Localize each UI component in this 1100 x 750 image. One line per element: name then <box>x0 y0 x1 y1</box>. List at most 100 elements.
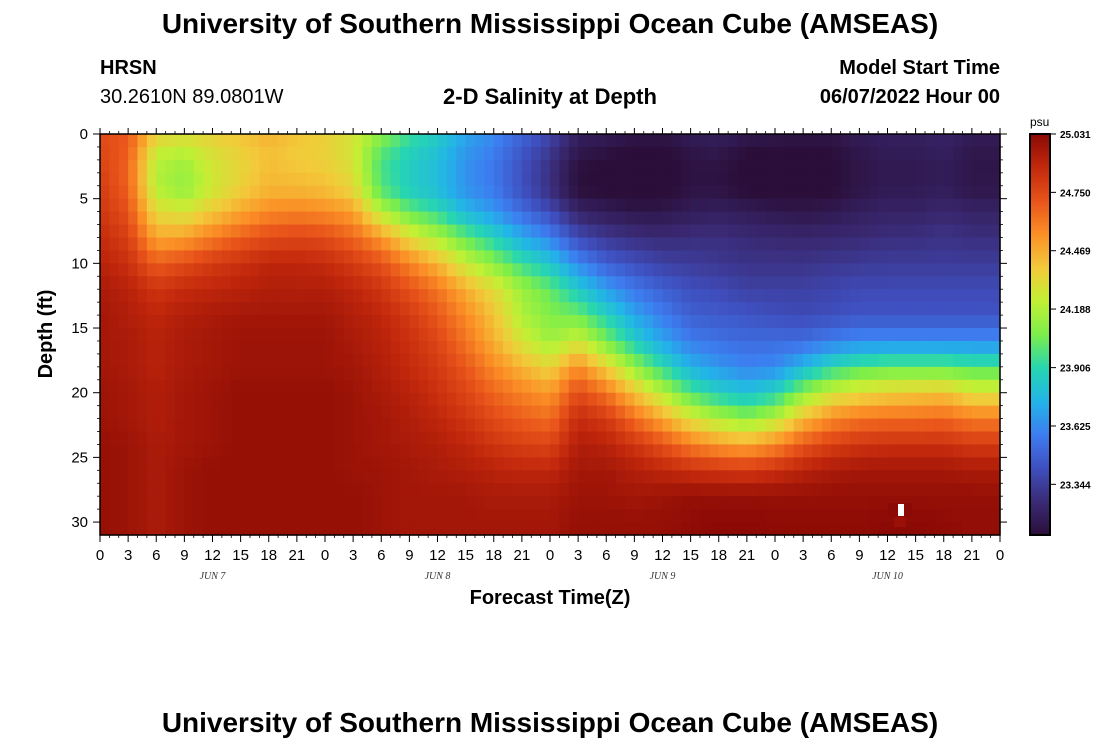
heatmap-cell <box>559 340 570 355</box>
heatmap-cell <box>175 496 185 510</box>
heatmap-cell <box>578 289 589 303</box>
heatmap-cell <box>371 302 382 316</box>
heatmap-cell <box>521 496 532 510</box>
heatmap-cell <box>915 470 926 484</box>
heatmap-cell <box>906 185 917 200</box>
heatmap-cell <box>306 134 317 148</box>
heatmap-cell <box>175 172 185 187</box>
heatmap-cell <box>212 172 223 187</box>
heatmap-cell <box>343 328 354 342</box>
heatmap-cell <box>596 134 607 148</box>
heatmap-cell <box>437 250 448 264</box>
heatmap-cell <box>578 470 589 484</box>
heatmap-cell <box>550 444 560 458</box>
heatmap-cell <box>868 353 879 368</box>
heatmap-cell <box>484 276 495 290</box>
x-tick-label: 12 <box>654 547 671 564</box>
heatmap-cell <box>643 185 654 200</box>
heatmap-cell <box>821 483 832 497</box>
heatmap-cell <box>418 172 429 187</box>
heatmap-cell <box>746 392 757 407</box>
heatmap-cell <box>193 315 204 329</box>
heatmap-cell <box>690 431 701 446</box>
heatmap-cell <box>671 172 682 187</box>
heatmap-cell <box>559 470 570 484</box>
heatmap-cell <box>737 405 748 420</box>
heatmap-cell <box>250 224 260 239</box>
heatmap-cell <box>296 250 307 264</box>
heatmap-cell <box>146 198 157 213</box>
heatmap-cell <box>446 509 457 523</box>
heatmap-cell <box>596 483 607 497</box>
heatmap-cell <box>850 340 860 355</box>
heatmap-cell <box>812 522 823 536</box>
y-axis-title: Depth (ft) <box>35 290 57 379</box>
heatmap-cell <box>250 431 260 446</box>
heatmap-cell <box>193 250 204 264</box>
heatmap-cell <box>765 224 776 239</box>
heatmap-cell <box>409 457 420 471</box>
heatmap-cell <box>981 146 992 161</box>
heatmap-cell <box>221 237 232 252</box>
heatmap-cell <box>681 353 692 368</box>
heatmap-cell <box>118 185 129 200</box>
heatmap-cell <box>250 250 260 264</box>
heatmap-cell <box>803 483 814 497</box>
heatmap-cell <box>371 276 382 290</box>
heatmap-cell <box>315 353 326 368</box>
heatmap-cell <box>156 457 167 471</box>
heatmap-cell <box>381 302 392 316</box>
heatmap-cell <box>915 198 926 213</box>
heatmap-cell <box>353 211 364 226</box>
heatmap-cell <box>428 457 439 471</box>
heatmap-cell <box>925 146 935 161</box>
heatmap-cell <box>428 405 439 420</box>
x-tick-label: 0 <box>546 547 554 564</box>
heatmap-cell <box>625 431 635 446</box>
heatmap-cell <box>850 328 860 342</box>
heatmap-cell <box>175 483 185 497</box>
heatmap-cell <box>943 159 954 174</box>
heatmap-cell <box>531 405 542 420</box>
heatmap-cell <box>400 159 410 174</box>
heatmap-cell <box>850 198 860 213</box>
heatmap-cell <box>203 250 214 264</box>
heatmap-cell <box>568 366 579 381</box>
heatmap-cell <box>784 457 795 471</box>
heatmap-cell <box>821 302 832 316</box>
heatmap-cell <box>737 302 748 316</box>
heatmap-cell <box>821 198 832 213</box>
heatmap-cell <box>578 146 589 161</box>
heatmap-cell <box>540 328 551 342</box>
heatmap-cell <box>175 159 185 174</box>
heatmap-cell <box>662 444 673 458</box>
heatmap-cell <box>165 134 176 148</box>
heatmap-cell <box>231 159 242 174</box>
heatmap-cell <box>465 405 476 420</box>
heatmap-cell <box>512 457 523 471</box>
date-label: JUN 7 <box>200 571 227 582</box>
heatmap-cell <box>315 237 326 252</box>
heatmap-cell <box>400 224 410 239</box>
heatmap-cell <box>671 353 682 368</box>
heatmap-cell <box>840 237 851 252</box>
heatmap-cell <box>578 211 589 226</box>
heatmap-cell <box>465 509 476 523</box>
heatmap-cell <box>315 185 326 200</box>
heatmap-cell <box>381 134 392 148</box>
heatmap-cell <box>662 159 673 174</box>
heatmap-cell <box>803 328 814 342</box>
heatmap-cell <box>793 185 804 200</box>
heatmap-cell <box>981 172 992 187</box>
heatmap-cell <box>400 379 410 394</box>
heatmap-cell <box>653 198 664 213</box>
heatmap-cell <box>521 457 532 471</box>
heatmap-cell <box>896 134 907 148</box>
heatmap-cell <box>250 470 260 484</box>
heatmap-cell <box>850 146 860 161</box>
heatmap-cell <box>156 263 167 277</box>
heatmap-cell <box>896 315 907 329</box>
heatmap-cell <box>250 302 260 316</box>
heatmap-cell <box>437 444 448 458</box>
heatmap-cell <box>278 250 289 264</box>
